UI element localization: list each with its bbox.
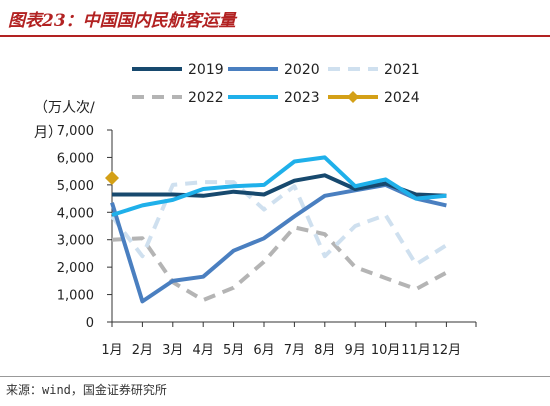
legend: 2019 2020 2021 2022 2023 2024: [132, 62, 420, 106]
legend-label-2020: 2020: [284, 62, 320, 78]
x-tick-label: 2月: [132, 343, 153, 358]
x-tick-label: 11月: [401, 343, 431, 358]
legend-label-2023: 2023: [284, 90, 320, 106]
y-tick-label: 6,000: [57, 151, 94, 166]
y-tick-label: 0: [86, 316, 94, 331]
x-tick-label: 3月: [162, 343, 183, 358]
y-axis-label-line-1: （万人次/: [34, 100, 95, 116]
y-axis: 0 1,000 2,000 3,000 4,000 5,000 6,000 7,000: [57, 124, 113, 331]
source-note: 来源：wind，国金证券研究所: [6, 383, 167, 397]
y-tick-label: 2,000: [57, 261, 94, 276]
x-tick-label: 12月: [432, 343, 462, 358]
legend-label-2024: 2024: [384, 90, 420, 106]
x-tick-label: 8月: [314, 343, 335, 358]
x-tick-label: 9月: [345, 343, 366, 358]
x-tick-label: 7月: [284, 343, 305, 358]
y-axis-label-line-2: 月）: [34, 125, 62, 141]
y-tick-label: 7,000: [57, 124, 94, 139]
x-tick-label: 6月: [253, 343, 274, 358]
y-tick-label: 5,000: [57, 179, 94, 194]
source-rule: [0, 376, 550, 377]
x-axis: 1月 2月 3月 4月 5月 6月 7月 8月 9月 10月 11月 12月: [101, 321, 477, 358]
y-tick-label: 3,000: [57, 234, 94, 249]
series-2021-line: [110, 180, 448, 267]
title-rule: [0, 35, 550, 37]
x-tick-label: 10月: [371, 343, 401, 358]
figure-title: 图表23：中国国内民航客运量: [8, 11, 236, 31]
y-tick-label: 1,000: [57, 289, 94, 304]
x-tick-label: 5月: [223, 343, 244, 358]
series-2019-line: [112, 173, 447, 198]
legend-label-2021: 2021: [384, 62, 420, 78]
series-2024-marker: [105, 171, 119, 185]
legend-marker-2024: [347, 91, 359, 103]
plot-area: [105, 155, 448, 304]
y-tick-label: 4,000: [57, 206, 94, 221]
series-2023-line: [111, 155, 447, 217]
legend-label-2022: 2022: [188, 90, 224, 106]
legend-label-2019: 2019: [188, 62, 224, 78]
x-tick-label: 4月: [193, 343, 214, 358]
series-2022-line: [111, 225, 448, 303]
x-tick-label: 1月: [101, 343, 122, 358]
